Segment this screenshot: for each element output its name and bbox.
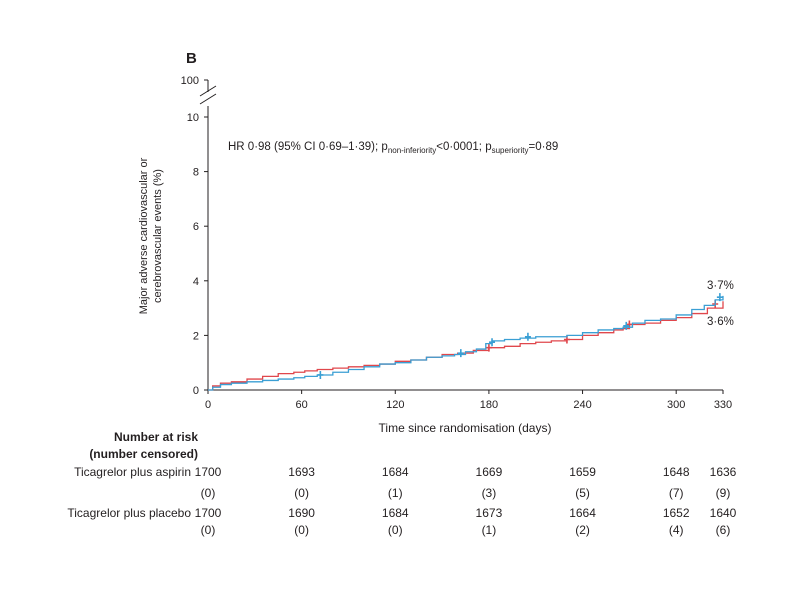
risk-at-risk-value: 1636 — [710, 465, 737, 479]
risk-censored-value: (7) — [669, 486, 684, 500]
risk-censored-value: (0) — [294, 523, 309, 537]
censor-mark-aspirin-4 — [623, 321, 630, 330]
risk-censored-value: (6) — [716, 523, 731, 537]
y-tick-label-2: 2 — [193, 330, 199, 342]
risk-at-risk-value: 1652 — [663, 506, 690, 520]
panel-label: B — [186, 50, 197, 67]
risk-censored-value: (1) — [482, 523, 497, 537]
risk-table-heading-1: Number at risk — [114, 430, 198, 444]
x-tick-label-120: 120 — [386, 399, 404, 411]
risk-at-risk-value: 1664 — [569, 506, 596, 520]
risk-at-risk-value: 1669 — [476, 465, 503, 479]
axis-break-mark-1 — [199, 85, 217, 97]
risk-censored-value: (3) — [482, 486, 497, 500]
y-tick-label-6: 6 — [193, 221, 199, 233]
risk-at-risk-value: 1648 — [663, 465, 690, 479]
x-tick-label-330: 330 — [714, 399, 732, 411]
risk-at-risk-value: 1659 — [569, 465, 596, 479]
censor-mark-aspirin-5 — [716, 293, 723, 302]
risk-censored-value: (5) — [575, 486, 590, 500]
risk-censored-value: (0) — [388, 523, 403, 537]
y-axis-label-line-1: Major adverse cardiovascular or — [138, 157, 150, 314]
end-label-placebo: 3·6% — [707, 316, 734, 328]
risk-at-risk-value: 1700 — [195, 465, 222, 479]
censor-mark-aspirin-3 — [524, 332, 531, 341]
censor-mark-aspirin-0 — [317, 370, 324, 379]
x-axis-label: Time since randomisation (days) — [379, 421, 552, 435]
censor-mark-aspirin-1 — [457, 349, 464, 358]
risk-at-risk-value: 1684 — [382, 465, 409, 479]
y-tick-label-10: 10 — [187, 112, 199, 124]
risk-row-label: Ticagrelor plus placebo — [67, 506, 191, 520]
risk-censored-value: (0) — [201, 486, 216, 500]
end-label-aspirin: 3·7% — [707, 280, 734, 292]
y-axis-label-line-2: cerebrovascular events (%) — [152, 169, 164, 303]
risk-row-label: Ticagrelor plus aspirin — [74, 465, 191, 479]
censor-mark-placebo-0 — [485, 343, 492, 352]
risk-at-risk-value: 1640 — [710, 506, 737, 520]
y-tick-label-0: 0 — [193, 385, 199, 397]
x-tick-label-300: 300 — [667, 399, 685, 411]
risk-at-risk-value: 1684 — [382, 506, 409, 520]
risk-table-heading-2: (number censored) — [89, 447, 198, 461]
risk-censored-value: (9) — [716, 486, 731, 500]
x-tick-label-60: 60 — [296, 399, 308, 411]
hr-annotation: HR 0·98 (95% CI 0·69–1·39); pnon-inferio… — [228, 141, 558, 155]
risk-at-risk-value: 1673 — [476, 506, 503, 520]
risk-at-risk-value: 1690 — [288, 506, 315, 520]
risk-censored-value: (0) — [201, 523, 216, 537]
y-tick-label-100: 100 — [181, 75, 199, 87]
risk-at-risk-value: 1700 — [195, 506, 222, 520]
censor-mark-aspirin-2 — [489, 338, 496, 347]
x-tick-label-180: 180 — [480, 399, 498, 411]
series-line-aspirin — [208, 295, 724, 391]
risk-censored-value: (1) — [388, 486, 403, 500]
y-tick-label-4: 4 — [193, 276, 199, 288]
x-tick-label-0: 0 — [205, 399, 211, 411]
axis-break-mark-2 — [199, 93, 217, 105]
x-tick-label-240: 240 — [573, 399, 591, 411]
risk-at-risk-value: 1693 — [288, 465, 315, 479]
risk-censored-value: (0) — [294, 486, 309, 500]
risk-censored-value: (2) — [575, 523, 590, 537]
y-tick-label-8: 8 — [193, 167, 199, 179]
risk-censored-value: (4) — [669, 523, 684, 537]
series-line-placebo — [208, 301, 724, 391]
